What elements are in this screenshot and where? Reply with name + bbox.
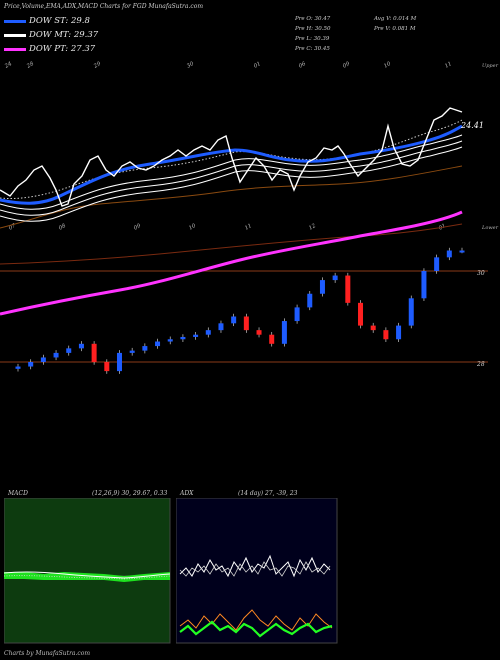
macd-signal-line	[4, 575, 171, 580]
dow-pt-line	[0, 210, 463, 316]
chart-title: Price,Volume,EMA,ADX,MACD Charts for FGD…	[4, 3, 204, 10]
macd-histogram-band	[4, 572, 170, 582]
quote-pre-high: Pre H: 30.50	[295, 26, 331, 32]
candle-body	[383, 330, 389, 340]
upper-tag: Upper	[482, 63, 499, 69]
candle-body	[180, 336, 186, 340]
mid-date-label: 08	[58, 223, 67, 232]
candle-body	[129, 350, 135, 353]
candle-body	[370, 325, 376, 331]
top-date-label: 06	[298, 61, 307, 70]
quote-pre-close: Pre C: 30.45	[295, 46, 330, 52]
mid-date-labels: 07 08 09 10 11 12 01	[8, 223, 447, 232]
last-value-label: 24.41	[460, 121, 484, 130]
candle-body	[332, 275, 338, 281]
macd-line	[4, 571, 171, 579]
legend-label-pt: DOW PT: 27.37	[29, 44, 96, 54]
price-tick-28: 28	[476, 361, 485, 368]
dow-mt-dotted-line	[0, 119, 463, 199]
legend-dow-pt: DOW PT: 27.37	[4, 44, 95, 54]
candle-body	[408, 298, 414, 326]
candle-body	[421, 271, 427, 299]
adx-green-line	[179, 620, 333, 638]
legend-swatch-pt	[4, 47, 26, 51]
candle-body	[345, 275, 351, 303]
candle-body	[66, 348, 72, 353]
candle-body	[104, 362, 110, 372]
dow-mt-band-lower	[0, 146, 463, 222]
candle-body	[28, 362, 34, 367]
legend-swatch-mt	[4, 33, 26, 37]
candle-body	[459, 250, 465, 253]
top-date-labels: 24 28 29 30 01 06 09 10 11	[3, 61, 453, 70]
adx-panel	[176, 498, 338, 644]
candle-body	[218, 323, 224, 331]
ema-brown-lower-line	[0, 223, 463, 265]
macd-params: (12,26,9) 30, 29.67, 0.33	[92, 490, 168, 497]
candle-body	[243, 316, 249, 331]
candle-body	[40, 357, 46, 362]
candle-body	[256, 330, 262, 335]
candle-body	[91, 343, 97, 362]
candle-body	[396, 325, 402, 340]
candle-body	[205, 330, 211, 335]
candle-body	[142, 346, 148, 351]
quote-pre-low: Pre L: 30.39	[295, 36, 330, 42]
candle-body	[231, 316, 237, 324]
dow-st-line	[0, 124, 463, 205]
candle-body	[358, 302, 364, 326]
adx-title: ADX	[180, 490, 194, 497]
price-close-line	[0, 107, 463, 207]
legend-dow-mt: DOW MT: 29.37	[4, 30, 98, 40]
top-date-label: 11	[444, 61, 453, 70]
legend-swatch-st	[4, 19, 26, 23]
candle-body	[155, 341, 161, 347]
top-date-label: 10	[383, 61, 392, 70]
candle-body	[78, 343, 84, 349]
mid-date-label: 07	[8, 223, 17, 232]
candle-body	[269, 334, 275, 344]
mid-date-label: 10	[188, 223, 197, 232]
top-date-label: 24	[3, 61, 13, 70]
candle-body	[167, 339, 173, 342]
candle-body	[307, 293, 313, 308]
mid-date-label: 09	[133, 223, 142, 232]
price-chart: 24 28 29 30 01 06 09 10 11 07 08 09 10 11 12 01 Upper …	[0, 61, 499, 374]
candle-body	[434, 257, 440, 271]
candle-body	[446, 250, 452, 258]
candle-body	[15, 366, 21, 369]
mid-date-label: 11	[244, 223, 253, 232]
macd-title: MACD	[8, 490, 28, 497]
top-date-label: 01	[253, 61, 262, 70]
top-date-label: 30	[186, 61, 195, 70]
candle-body	[53, 352, 59, 358]
legend-label-st: DOW ST: 29.8	[29, 16, 90, 26]
footer-credit: Charts by MunafaSutra.com	[4, 650, 91, 657]
quote-avg-volume: Avg V: 0.014 M	[374, 16, 417, 22]
candlesticks	[15, 247, 465, 374]
top-date-label: 28	[25, 61, 35, 70]
candle-body	[281, 321, 287, 344]
legend-label-mt: DOW MT: 29.37	[29, 30, 99, 40]
adx-params: (14 day) 27, -39, 23	[238, 490, 298, 497]
mid-date-label: 12	[308, 223, 317, 232]
adx-white-line-1	[179, 554, 331, 578]
candle-body	[193, 334, 199, 337]
candle-body	[294, 307, 300, 322]
quote-pre-open: Pre O: 30.47	[295, 16, 331, 22]
adx-white-line-2	[179, 561, 331, 577]
quote-pre-volume: Pre V: 0.081 M	[374, 26, 416, 32]
lower-tag: Lower	[481, 225, 499, 231]
macd-panel	[4, 498, 171, 644]
macd-panel-bg	[4, 498, 171, 644]
top-date-label: 29	[92, 61, 102, 70]
dow-mt-band-mid	[0, 140, 463, 216]
top-date-label: 09	[342, 61, 351, 70]
price-tick-30: 30	[477, 270, 485, 277]
legend-dow-st: DOW ST: 29.8	[4, 16, 90, 26]
ema-brown-line	[0, 165, 463, 229]
candle-body	[319, 280, 325, 294]
candle-body	[116, 352, 122, 372]
